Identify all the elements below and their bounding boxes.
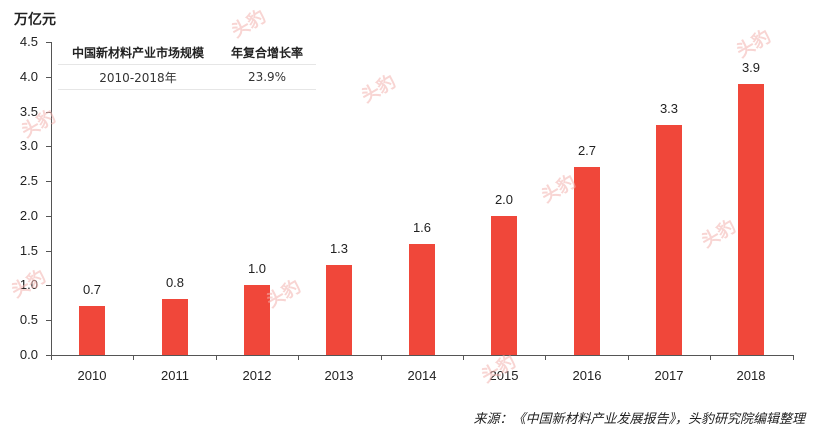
bar-value-label: 1.3 xyxy=(329,241,349,256)
x-tick xyxy=(216,355,217,360)
y-tick xyxy=(46,181,51,182)
table-row: 2010-2018年 23.9% xyxy=(58,65,316,90)
x-tick xyxy=(545,355,546,360)
x-tick-label: 2014 xyxy=(407,368,437,383)
y-tick xyxy=(46,112,51,113)
table-header-market-size: 中国新材料产业市场规模 xyxy=(71,45,204,60)
y-tick-label: 0.0 xyxy=(19,347,38,362)
bar-value-label: 2.0 xyxy=(494,192,514,207)
y-tick-label: 4.5 xyxy=(19,34,38,49)
x-tick-label: 2017 xyxy=(654,368,684,383)
x-tick-label: 2016 xyxy=(572,368,602,383)
bar xyxy=(491,216,517,355)
watermark-logo: 头豹 xyxy=(357,71,400,108)
x-tick-label: 2010 xyxy=(77,368,107,383)
x-tick xyxy=(298,355,299,360)
x-tick-label: 2015 xyxy=(489,368,519,383)
y-tick xyxy=(46,216,51,217)
source-note: 来源：《中国新材料产业发展报告》，头豹研究院编辑整理 xyxy=(473,412,805,427)
table-cell-cagr: 23.9% xyxy=(247,70,287,84)
x-tick-label: 2018 xyxy=(736,368,766,383)
x-tick xyxy=(463,355,464,360)
x-tick xyxy=(793,355,794,360)
y-tick xyxy=(46,146,51,147)
bar-value-label: 1.6 xyxy=(412,220,432,235)
x-tick-label: 2011 xyxy=(161,368,189,383)
x-tick xyxy=(51,355,52,360)
y-tick-label: 1.0 xyxy=(19,277,38,292)
bar xyxy=(574,167,600,355)
y-tick-label: 3.5 xyxy=(19,104,38,119)
bar-value-label: 3.3 xyxy=(659,101,679,116)
bar xyxy=(79,306,105,355)
bar xyxy=(326,265,352,355)
x-tick xyxy=(381,355,382,360)
table-header-cagr: 年复合增长率 xyxy=(230,45,303,60)
y-tick xyxy=(46,42,51,43)
x-tick xyxy=(628,355,629,360)
y-tick-label: 2.0 xyxy=(19,208,38,223)
bar xyxy=(244,285,270,355)
bar xyxy=(738,84,764,355)
y-tick-label: 4.0 xyxy=(19,69,38,84)
y-tick xyxy=(46,251,51,252)
watermark-logo: 头豹 xyxy=(697,216,740,253)
watermark-logo: 头豹 xyxy=(7,266,50,303)
y-tick xyxy=(46,355,51,356)
bar-value-label: 0.8 xyxy=(165,275,185,290)
bar xyxy=(656,125,682,355)
table-header-row: 中国新材料产业市场规模 年复合增长率 xyxy=(58,40,316,65)
y-tick xyxy=(46,77,51,78)
y-tick-label: 0.5 xyxy=(19,312,38,327)
bar xyxy=(409,244,435,355)
y-axis-line xyxy=(51,42,52,356)
table-cell-period: 2010-2018年 xyxy=(99,70,177,85)
bar-value-label: 2.7 xyxy=(577,143,597,158)
x-tick xyxy=(133,355,134,360)
bar-value-label: 1.0 xyxy=(247,261,267,276)
y-tick xyxy=(46,320,51,321)
y-tick-label: 3.0 xyxy=(19,138,38,153)
bar-value-label: 3.9 xyxy=(741,60,761,75)
cagr-table: 中国新材料产业市场规模 年复合增长率 2010-2018年 23.9% xyxy=(58,40,316,90)
y-tick-label: 2.5 xyxy=(19,173,38,188)
bar xyxy=(162,299,188,355)
watermark-logo: 头豹 xyxy=(227,6,270,43)
watermark-logo: 头豹 xyxy=(732,26,775,63)
x-tick-label: 2013 xyxy=(324,368,354,383)
x-axis-line xyxy=(51,355,794,356)
bar-value-label: 0.7 xyxy=(82,282,102,297)
x-tick-label: 2012 xyxy=(242,368,272,383)
y-axis-unit: 万亿元 xyxy=(14,12,56,28)
y-tick-label: 1.5 xyxy=(19,243,38,258)
y-tick xyxy=(46,285,51,286)
x-tick xyxy=(710,355,711,360)
